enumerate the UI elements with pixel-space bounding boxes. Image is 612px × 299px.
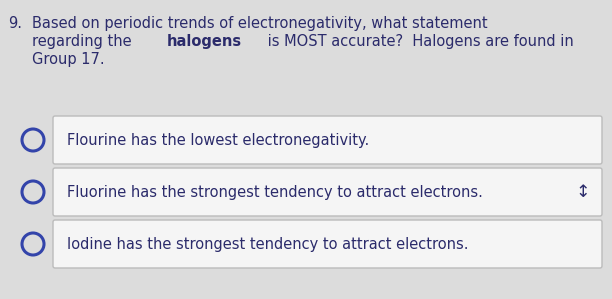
Text: is MOST accurate?  Halogens are found in: is MOST accurate? Halogens are found in (263, 34, 574, 49)
Text: halogens: halogens (166, 34, 242, 49)
FancyBboxPatch shape (53, 220, 602, 268)
Text: 9.: 9. (8, 16, 22, 31)
Text: Flourine has the lowest electronegativity.: Flourine has the lowest electronegativit… (67, 132, 369, 147)
Text: Based on periodic trends of electronegativity, what statement: Based on periodic trends of electronegat… (32, 16, 488, 31)
Text: ↕: ↕ (575, 183, 590, 201)
Text: Iodine has the strongest tendency to attract electrons.: Iodine has the strongest tendency to att… (67, 237, 469, 251)
Text: Fluorine has the strongest tendency to attract electrons.: Fluorine has the strongest tendency to a… (67, 184, 483, 199)
Text: Group 17.: Group 17. (32, 52, 105, 67)
FancyBboxPatch shape (53, 116, 602, 164)
FancyBboxPatch shape (53, 168, 602, 216)
Text: regarding the: regarding the (32, 34, 136, 49)
